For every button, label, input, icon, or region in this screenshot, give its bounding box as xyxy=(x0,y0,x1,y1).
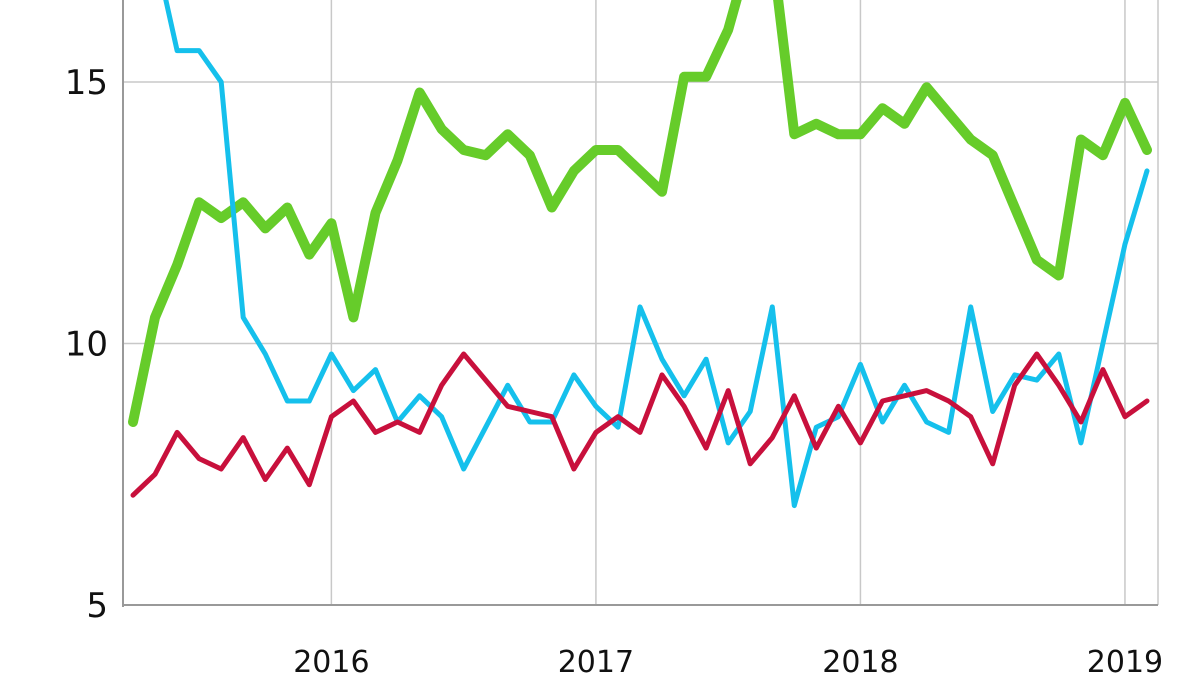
x-tick-label: 2018 xyxy=(822,645,898,675)
series-line-2 xyxy=(163,0,1150,509)
grid xyxy=(123,0,1159,606)
series-line-1 xyxy=(128,0,1152,427)
y-tick-label: 5 xyxy=(86,586,108,626)
x-tick-label: 2016 xyxy=(293,645,369,675)
series-line-3 xyxy=(130,351,1150,498)
x-tick-label: 2017 xyxy=(558,645,634,675)
x-tick-label: 2019 xyxy=(1087,645,1163,675)
tick-labels: 5 10 15 2016 2017 2018 2019 xyxy=(65,63,1163,675)
series xyxy=(128,0,1152,509)
y-tick-label: 15 xyxy=(65,63,108,103)
y-tick-label: 10 xyxy=(65,325,108,365)
axes xyxy=(122,0,1158,607)
